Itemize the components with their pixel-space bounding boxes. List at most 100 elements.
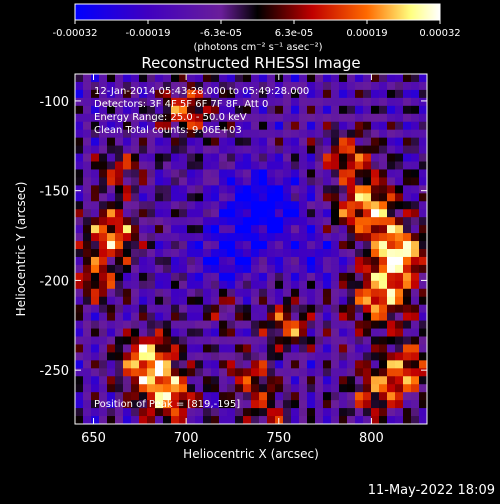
heatmap-cell [83,304,92,314]
heatmap-cell [227,296,236,306]
heatmap-cell [363,296,372,306]
heatmap-cell [291,408,300,417]
heatmap-cell [395,97,404,107]
heatmap-cell [171,296,180,306]
heatmap-cell [75,288,84,298]
heatmap-cell [355,336,364,346]
heatmap-cell [139,352,148,361]
heatmap-cell [243,384,252,393]
heatmap-cell [267,360,276,369]
heatmap-cell [379,225,388,234]
heatmap-cell [283,280,292,290]
heatmap-cell [123,169,132,178]
heatmap-cell [355,169,364,178]
heatmap-cell [155,352,164,361]
heatmap-cell [323,113,332,123]
heatmap-cell [203,113,212,123]
heatmap-cell [363,241,372,250]
heatmap-cell [267,129,276,139]
heatmap-cell [115,288,124,298]
heatmap-cell [235,280,244,290]
heatmap-cell [331,201,340,210]
heatmap-cell [211,368,220,377]
heatmap-cell [131,249,140,258]
heatmap-cell [315,384,324,393]
heatmap-cell [171,105,180,115]
heatmap-cell [283,137,292,147]
heatmap-cell [203,376,212,385]
heatmap-cell [107,360,116,369]
heatmap-cell [355,97,364,107]
heatmap-cell [315,408,324,417]
heatmap-cell [331,312,340,322]
heatmap-cell [339,336,348,346]
heatmap-cell [387,400,396,409]
heatmap-cell [355,209,364,218]
heatmap-cell [323,360,332,369]
heatmap-cell [411,352,420,361]
heatmap-cell [307,264,316,274]
heatmap-cell [123,408,132,417]
heatmap-cell [307,121,316,131]
heatmap-cell [411,74,420,83]
heatmap-cell [363,217,372,226]
colorbar-tick-label: 0.00019 [346,28,387,39]
heatmap-cell [275,97,284,107]
heatmap-cell [403,74,412,83]
heatmap-cell [115,121,124,131]
heatmap-cell [283,105,292,115]
heatmap-cell [387,185,396,194]
heatmap-cell [171,416,180,424]
heatmap-cell [371,352,380,361]
heatmap-cell [379,233,388,242]
heatmap-cell [187,97,196,107]
heatmap-cell [323,352,332,361]
heatmap-cell [203,288,212,298]
heatmap-cell [179,129,188,139]
heatmap-cell [235,249,244,258]
heatmap-cell [83,233,92,242]
heatmap-cell [267,201,276,210]
heatmap-cell [379,169,388,178]
heatmap-cell [315,201,324,210]
heatmap-cell [235,129,244,139]
heatmap-cell [211,97,220,107]
heatmap-cell [139,376,148,385]
heatmap-cell [283,272,292,282]
heatmap-cell [75,408,84,417]
heatmap-cell [387,233,396,242]
heatmap-cell [211,185,220,194]
heatmap-cell [267,193,276,202]
heatmap-cell [331,280,340,290]
heatmap-cell [227,121,236,131]
heatmap-cell [91,304,100,314]
heatmap-cell [419,288,427,298]
heatmap-cell [99,81,108,91]
heatmap-cell [331,360,340,369]
heatmap-cell [235,177,244,186]
heatmap-cell [131,328,140,338]
heatmap-cell [331,153,340,163]
heatmap-cell [347,384,356,393]
heatmap-cell [283,201,292,210]
heatmap-cell [123,272,132,282]
heatmap-cell [211,376,220,385]
heatmap-cell [139,233,148,242]
heatmap-cell [267,185,276,194]
heatmap-cell [403,233,412,242]
heatmap-cell [83,193,92,202]
heatmap-cell [203,97,212,107]
heatmap-cell [147,233,156,242]
heatmap-cell [131,336,140,346]
heatmap-cell [267,209,276,218]
heatmap-cell [131,193,140,202]
heatmap-cell [147,328,156,338]
heatmap-cell [387,177,396,186]
heatmap-cell [339,272,348,282]
heatmap-cell [267,169,276,178]
heatmap-cell [411,288,420,298]
heatmap-cell [307,256,316,266]
heatmap-cell [283,233,292,242]
heatmap-cell [123,328,132,338]
heatmap-cell [195,153,204,163]
